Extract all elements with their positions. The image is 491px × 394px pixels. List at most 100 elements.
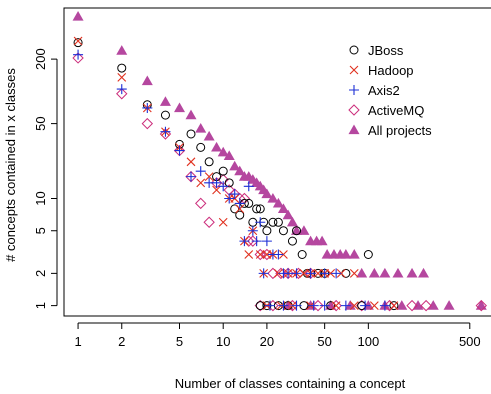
point-all-projects bbox=[72, 10, 84, 21]
point-axis2 bbox=[255, 217, 266, 228]
point-axis2 bbox=[308, 300, 319, 311]
point-jboss bbox=[204, 157, 214, 167]
point-all-projects bbox=[427, 300, 439, 310]
y-tick-label: 50 bbox=[33, 116, 48, 130]
point-jboss bbox=[235, 210, 245, 220]
point-all-projects bbox=[406, 267, 418, 278]
point-all-projects bbox=[261, 188, 273, 199]
point-all-projects bbox=[223, 150, 235, 160]
point-all-projects bbox=[348, 249, 360, 259]
point-jboss bbox=[341, 268, 351, 278]
point-all-projects bbox=[116, 45, 128, 55]
point-activemq bbox=[173, 144, 186, 157]
x-axis-title: Number of classes containing a concept bbox=[175, 376, 406, 391]
point-all-projects bbox=[356, 267, 368, 278]
x-tick-label: 100 bbox=[357, 334, 379, 349]
legend-marker-axis2 bbox=[349, 85, 359, 95]
point-all-projects bbox=[203, 130, 215, 141]
point-jboss bbox=[255, 204, 265, 214]
point-axis2 bbox=[273, 249, 284, 260]
point-axis2 bbox=[211, 177, 222, 188]
x-tick-label: 10 bbox=[216, 334, 230, 349]
point-all-projects bbox=[229, 160, 241, 171]
point-hadoop bbox=[204, 172, 214, 182]
point-hadoop bbox=[117, 73, 127, 82]
point-all-projects bbox=[291, 225, 303, 235]
point-all-projects bbox=[174, 102, 186, 113]
point-jboss bbox=[273, 217, 283, 227]
point-activemq bbox=[475, 299, 487, 312]
y-tick-label: 200 bbox=[33, 48, 48, 70]
point-all-projects bbox=[141, 75, 153, 86]
point-jboss bbox=[297, 250, 307, 260]
point-all-projects bbox=[195, 123, 207, 133]
point-all-projects bbox=[379, 267, 391, 278]
point-axis2 bbox=[186, 171, 197, 182]
point-all-projects bbox=[418, 267, 430, 278]
point-axis2 bbox=[283, 268, 294, 279]
point-axis2 bbox=[195, 166, 206, 177]
point-hadoop bbox=[369, 301, 379, 311]
point-hadoop bbox=[218, 217, 228, 227]
point-activemq bbox=[141, 117, 154, 130]
point-axis2 bbox=[331, 268, 342, 279]
point-hadoop bbox=[279, 250, 288, 259]
point-activemq bbox=[420, 299, 432, 312]
x-tick-label: 50 bbox=[317, 334, 331, 349]
point-jboss bbox=[389, 301, 399, 311]
y-tick-label: 2 bbox=[33, 270, 48, 277]
point-axis2 bbox=[116, 84, 127, 95]
point-jboss bbox=[73, 38, 83, 48]
point-all-projects bbox=[368, 267, 380, 278]
legend-label-all-projects: All projects bbox=[368, 123, 432, 138]
point-hadoop bbox=[299, 268, 309, 278]
point-hadoop bbox=[73, 36, 83, 46]
x-tick-label: 20 bbox=[260, 334, 274, 349]
point-hadoop bbox=[212, 185, 221, 195]
x-tick-label: 1 bbox=[74, 334, 81, 349]
point-hadoop bbox=[313, 268, 323, 278]
point-jboss bbox=[196, 142, 206, 152]
point-hadoop bbox=[331, 301, 341, 311]
legend-label-hadoop: Hadoop bbox=[368, 63, 414, 78]
point-all-projects bbox=[272, 197, 284, 208]
point-all-projects bbox=[286, 216, 298, 227]
point-all-projects bbox=[340, 249, 352, 259]
legend-label-jboss: JBoss bbox=[368, 43, 404, 58]
point-axis2 bbox=[261, 236, 272, 247]
x-tick-label: 5 bbox=[176, 334, 183, 349]
data-points bbox=[72, 10, 487, 312]
y-tick-label: 10 bbox=[33, 191, 48, 205]
point-jboss bbox=[268, 217, 278, 227]
point-jboss bbox=[255, 301, 265, 311]
point-activemq bbox=[195, 197, 207, 210]
point-all-projects bbox=[217, 146, 229, 157]
point-jboss bbox=[363, 250, 373, 260]
point-axis2 bbox=[258, 268, 269, 279]
point-axis2 bbox=[264, 300, 275, 311]
point-axis2 bbox=[218, 181, 229, 192]
legend-marker-activemq bbox=[348, 104, 360, 116]
point-all-projects bbox=[234, 165, 246, 176]
point-activemq bbox=[312, 299, 324, 312]
point-jboss bbox=[287, 236, 297, 246]
point-axis2 bbox=[340, 300, 351, 311]
y-axis-title: # concepts contained in x classes bbox=[3, 68, 18, 262]
point-hadoop bbox=[349, 301, 359, 311]
x-axis: 1 2 5 10 20 50 100 500 bbox=[74, 322, 481, 349]
point-hadoop bbox=[255, 250, 265, 259]
point-activemq bbox=[159, 128, 172, 140]
point-all-projects bbox=[396, 300, 408, 310]
legend-label-activemq: ActiveMQ bbox=[368, 103, 424, 118]
point-all-projects bbox=[392, 267, 404, 278]
point-jboss bbox=[292, 226, 302, 236]
legend-marker-all-projects bbox=[348, 124, 360, 135]
legend-label-axis2: Axis2 bbox=[368, 83, 400, 98]
point-jboss bbox=[278, 226, 288, 236]
point-all-projects bbox=[159, 96, 171, 106]
y-tick-label: 1 bbox=[33, 302, 48, 309]
point-all-projects bbox=[316, 235, 328, 246]
point-axis2 bbox=[360, 300, 371, 311]
point-all-projects bbox=[267, 192, 279, 203]
point-axis2 bbox=[160, 126, 171, 137]
